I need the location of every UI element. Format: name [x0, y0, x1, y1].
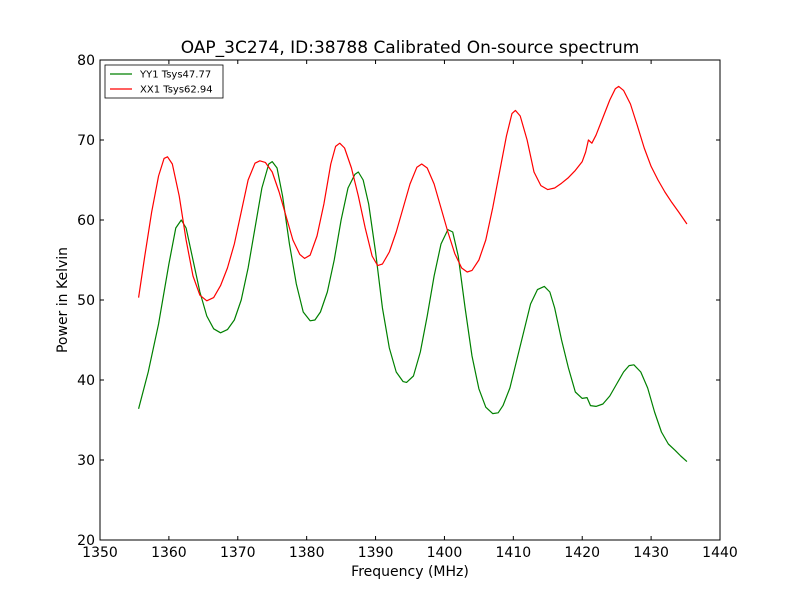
x-tick-label: 1370 — [220, 545, 256, 561]
x-tick-label: 1410 — [496, 545, 532, 561]
plot-background — [100, 60, 720, 540]
y-axis-label: Power in Kelvin — [55, 247, 71, 353]
legend-label: XX1 Tsys62.94 — [140, 85, 213, 96]
series-line-xx1 — [137, 85, 688, 302]
x-tick-label: 1360 — [151, 545, 187, 561]
x-tick-label: 1390 — [358, 545, 394, 561]
legend: YY1 Tsys47.77 XX1 Tsys62.94 — [104, 64, 224, 99]
x-axis-label: Frequency (MHz) — [351, 564, 469, 580]
legend-box — [104, 64, 224, 99]
x-tick-label: 1380 — [289, 545, 325, 561]
plot-area — [99, 59, 721, 541]
y-tick-label: 80 — [77, 53, 95, 69]
y-tick-label: 40 — [77, 373, 95, 389]
legend-label: YY1 Tsys47.77 — [139, 70, 211, 81]
series-lines — [137, 85, 688, 463]
x-tick-label: 1400 — [427, 545, 463, 561]
y-tick-label: 30 — [77, 453, 95, 469]
x-tick-label: 1440 — [702, 545, 738, 561]
x-tick-label: 1350 — [82, 545, 118, 561]
y-tick-label: 60 — [77, 213, 95, 229]
chart-title: OAP_3C274, ID:38788 Calibrated On-source… — [181, 38, 640, 58]
x-axis: 1350 1360 1370 1380 1390 1400 1410 1420 1430 1440 — [82, 60, 738, 561]
series-line-yy1 — [137, 161, 688, 463]
y-tick-label: 70 — [77, 133, 95, 149]
x-tick-label: 1430 — [633, 545, 669, 561]
y-tick-label: 50 — [77, 293, 95, 309]
y-tick-label: 20 — [77, 533, 95, 549]
y-axis: 20 30 40 50 60 70 80 — [77, 53, 720, 549]
x-tick-label: 1420 — [564, 545, 600, 561]
